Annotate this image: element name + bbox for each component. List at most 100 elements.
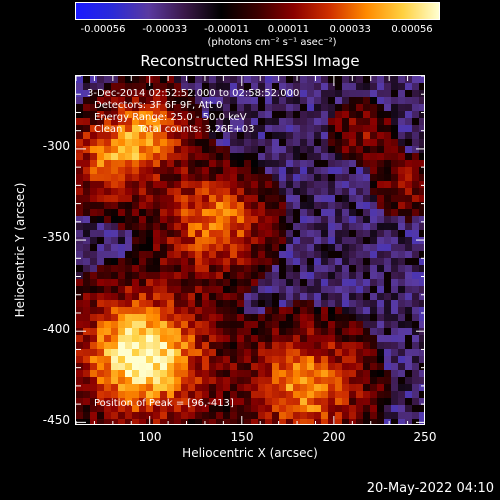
heatmap-cell (97, 328, 104, 335)
heatmap-cell (272, 174, 279, 181)
heatmap-cell (398, 174, 405, 181)
heatmap-cell (286, 251, 293, 258)
heatmap-cell (342, 244, 349, 251)
heatmap-cell (167, 167, 174, 174)
heatmap-cell (370, 328, 377, 335)
detectors-label: Detectors: 3F 6F 9F, Att 0 (94, 100, 223, 111)
heatmap-cell (132, 328, 139, 335)
heatmap-cell (167, 279, 174, 286)
heatmap-cell (377, 377, 384, 384)
heatmap-cell (237, 370, 244, 377)
heatmap-cell (160, 377, 167, 384)
heatmap-cell (286, 391, 293, 398)
heatmap-cell (167, 349, 174, 356)
heatmap-cell (174, 244, 181, 251)
heatmap-cell (384, 279, 391, 286)
heatmap-cell (405, 293, 412, 300)
heatmap-cell (76, 286, 83, 293)
heatmap-cell (265, 202, 272, 209)
colorbar-tick-label: -0.00033 (142, 24, 188, 35)
heatmap-cell (307, 118, 314, 125)
heatmap-cell (139, 412, 146, 419)
heatmap-cell (391, 363, 398, 370)
heatmap-cell (139, 104, 146, 111)
heatmap-cell (83, 405, 90, 412)
heatmap-cell (335, 146, 342, 153)
heatmap-cell (314, 174, 321, 181)
heatmap-cell (237, 377, 244, 384)
heatmap-cell (76, 398, 83, 405)
heatmap-cell (412, 244, 419, 251)
heatmap-cell (132, 363, 139, 370)
heatmap-cell (405, 370, 412, 377)
heatmap-cell (111, 97, 118, 104)
heatmap-cell (363, 104, 370, 111)
heatmap-cell (244, 146, 251, 153)
heatmap-cell (286, 384, 293, 391)
heatmap-cell (111, 391, 118, 398)
heatmap-cell (419, 279, 424, 286)
heatmap-cell (230, 76, 237, 83)
heatmap-cell (139, 405, 146, 412)
heatmap-cell (76, 174, 83, 181)
heatmap-cell (230, 412, 237, 419)
heatmap-cell (111, 370, 118, 377)
heatmap-cell (244, 356, 251, 363)
heatmap-cell (286, 342, 293, 349)
heatmap-cell (90, 244, 97, 251)
heatmap-cell (118, 76, 125, 83)
heatmap-cell (216, 146, 223, 153)
heatmap-cell (223, 216, 230, 223)
heatmap-cell (125, 419, 132, 424)
heatmap-cell (132, 244, 139, 251)
heatmap-cell (419, 293, 424, 300)
heatmap-cell (237, 321, 244, 328)
heatmap-cell (293, 391, 300, 398)
heatmap-cell (363, 328, 370, 335)
heatmap-cell (419, 335, 424, 342)
heatmap-cell (146, 146, 153, 153)
heatmap-cell (419, 342, 424, 349)
heatmap-cell (195, 111, 202, 118)
heatmap-cell (237, 279, 244, 286)
heatmap-cell (279, 146, 286, 153)
heatmap-cell (356, 272, 363, 279)
heatmap-cell (181, 223, 188, 230)
heatmap-cell (83, 167, 90, 174)
heatmap-cell (237, 237, 244, 244)
heatmap-cell (230, 321, 237, 328)
heatmap-cell (132, 258, 139, 265)
heatmap-cell (300, 321, 307, 328)
heatmap-cell (384, 300, 391, 307)
heatmap-cell (104, 111, 111, 118)
heatmap-cell (314, 342, 321, 349)
heatmap-cell (223, 258, 230, 265)
heatmap-cell (342, 90, 349, 97)
heatmap-cell (160, 223, 167, 230)
heatmap-cell (132, 195, 139, 202)
heatmap-cell (293, 118, 300, 125)
heatmap-cell (342, 153, 349, 160)
heatmap-cell (321, 349, 328, 356)
heatmap-cell (139, 153, 146, 160)
heatmap-cell (104, 195, 111, 202)
heatmap-cell (153, 118, 160, 125)
heatmap-cell (328, 412, 335, 419)
heatmap-cell (90, 307, 97, 314)
heatmap-cell (419, 405, 424, 412)
heatmap-cell (188, 349, 195, 356)
heatmap-cell (356, 307, 363, 314)
heatmap-cell (300, 384, 307, 391)
heatmap-cell (300, 342, 307, 349)
heatmap-cell (293, 202, 300, 209)
heatmap-cell (202, 293, 209, 300)
heatmap-cell (321, 230, 328, 237)
heatmap-cell (160, 83, 167, 90)
heatmap-cell (377, 293, 384, 300)
heatmap-cell (174, 328, 181, 335)
heatmap-cell (405, 195, 412, 202)
heatmap-cell (132, 188, 139, 195)
heatmap-cell (139, 209, 146, 216)
heatmap-cell (328, 391, 335, 398)
heatmap-cell (202, 342, 209, 349)
